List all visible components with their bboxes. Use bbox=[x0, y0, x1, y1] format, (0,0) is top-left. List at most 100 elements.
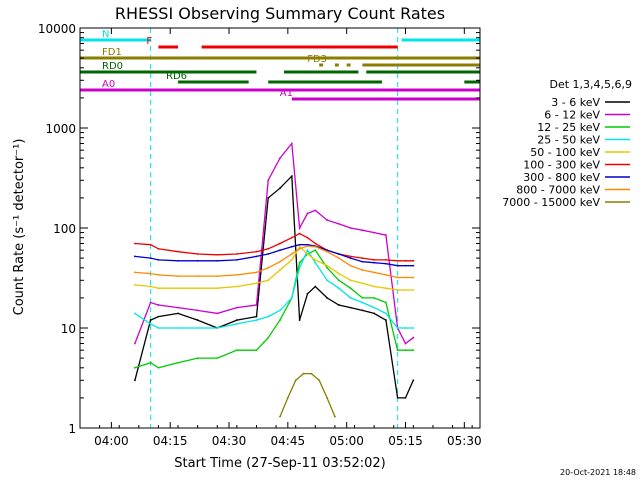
series-line-7 bbox=[134, 245, 414, 279]
data-point-4-16 bbox=[349, 279, 352, 282]
data-point-7-6 bbox=[235, 273, 238, 276]
data-point-2-2 bbox=[157, 366, 160, 369]
data-point-7-7 bbox=[255, 271, 258, 274]
data-point-7-8 bbox=[267, 266, 270, 269]
data-point-0-17 bbox=[361, 309, 364, 312]
legend-title: Det 1,3,4,5,6,9 bbox=[549, 78, 632, 91]
data-point-7-2 bbox=[157, 273, 160, 276]
data-point-5-0 bbox=[134, 242, 136, 245]
data-point-7-21 bbox=[404, 276, 407, 279]
data-point-3-2 bbox=[157, 327, 160, 329]
data-point-5-10 bbox=[290, 236, 293, 239]
data-point-3-20 bbox=[396, 327, 399, 329]
data-point-6-2 bbox=[157, 258, 160, 261]
data-point-4-7 bbox=[255, 282, 258, 285]
data-point-3-0 bbox=[134, 312, 136, 315]
data-point-3-18 bbox=[373, 306, 376, 309]
data-point-8-1 bbox=[286, 396, 289, 399]
legend-label-2: 12 - 25 keV bbox=[537, 121, 600, 134]
data-point-0-12 bbox=[306, 292, 309, 295]
data-point-3-17 bbox=[361, 301, 364, 304]
data-point-6-9 bbox=[279, 249, 281, 252]
data-point-4-13 bbox=[314, 258, 317, 261]
data-point-7-4 bbox=[196, 275, 199, 278]
data-point-6-10 bbox=[290, 245, 293, 248]
data-point-0-14 bbox=[326, 296, 328, 299]
y-tick-label-4: 10000 bbox=[38, 22, 76, 36]
data-point-0-22 bbox=[412, 379, 415, 382]
data-point-6-0 bbox=[134, 255, 136, 258]
data-point-2-6 bbox=[235, 349, 238, 352]
data-point-1-12 bbox=[306, 212, 309, 215]
legend-label-1: 6 - 12 keV bbox=[544, 109, 600, 122]
data-point-0-2 bbox=[157, 315, 160, 318]
data-point-2-16 bbox=[349, 287, 352, 290]
data-point-6-14 bbox=[326, 249, 328, 252]
data-point-3-10 bbox=[290, 296, 293, 299]
data-point-1-17 bbox=[361, 229, 364, 232]
flag-label-FD3: FD3 bbox=[307, 54, 327, 65]
plot-frame bbox=[79, 27, 481, 429]
data-point-6-3 bbox=[177, 259, 179, 262]
data-point-1-8 bbox=[267, 179, 270, 182]
data-point-1-10 bbox=[290, 142, 293, 145]
data-point-1-22 bbox=[412, 336, 415, 339]
data-point-4-18 bbox=[373, 285, 376, 288]
data-point-1-18 bbox=[373, 231, 376, 234]
data-point-0-11 bbox=[298, 319, 301, 321]
data-point-3-15 bbox=[337, 287, 340, 290]
data-point-2-13 bbox=[314, 249, 317, 252]
data-point-5-22 bbox=[412, 259, 415, 262]
data-point-0-20 bbox=[396, 396, 399, 399]
data-point-6-19 bbox=[384, 262, 387, 265]
data-point-3-3 bbox=[177, 327, 179, 329]
data-point-2-14 bbox=[326, 266, 328, 269]
data-point-4-15 bbox=[337, 272, 340, 275]
data-point-2-15 bbox=[337, 279, 340, 282]
data-point-0-18 bbox=[373, 312, 376, 315]
legend-label-7: 800 - 7000 keV bbox=[516, 184, 600, 197]
data-point-6-16 bbox=[349, 257, 352, 260]
x-tick-label-6: 05:30 bbox=[447, 434, 482, 448]
legend-label-4: 50 - 100 keV bbox=[530, 146, 600, 159]
data-point-0-13 bbox=[314, 285, 317, 288]
chart-title: RHESSI Observing Summary Count Rates bbox=[115, 4, 445, 23]
data-point-5-18 bbox=[373, 258, 376, 261]
data-point-1-4 bbox=[196, 309, 199, 312]
x-axis-label: Start Time (27-Sep-11 03:52:02) bbox=[174, 456, 385, 471]
data-point-7-17 bbox=[361, 269, 364, 271]
data-point-1-15 bbox=[337, 222, 340, 225]
data-point-3-12 bbox=[306, 249, 309, 252]
x-tick-label-5: 05:15 bbox=[388, 434, 423, 448]
data-point-4-20 bbox=[396, 289, 399, 291]
data-point-1-0 bbox=[134, 342, 136, 345]
data-point-1-16 bbox=[349, 227, 352, 229]
data-point-2-3 bbox=[177, 361, 179, 364]
data-point-1-6 bbox=[235, 306, 238, 309]
data-point-5-5 bbox=[216, 253, 219, 256]
data-point-6-11 bbox=[298, 243, 301, 246]
x-tick-label-2: 04:30 bbox=[212, 434, 247, 448]
data-point-8-4 bbox=[310, 372, 313, 375]
axis-ticks: 04:00 04:15 04:30 04:45 05:00 05:15 05:30 1 10 10… bbox=[38, 22, 482, 448]
data-point-5-6 bbox=[235, 253, 238, 255]
data-point-6-20 bbox=[396, 264, 399, 267]
data-point-6-1 bbox=[149, 257, 152, 260]
data-point-7-9 bbox=[279, 260, 281, 263]
data-point-7-14 bbox=[326, 250, 328, 253]
y-tick-label-0: 1 bbox=[68, 422, 76, 436]
data-point-8-3 bbox=[302, 372, 305, 375]
flag-label-A1: A1 bbox=[280, 88, 293, 99]
plot-area: N F FD1 FD3 RD0 RD6 A0 A1 bbox=[80, 28, 480, 428]
data-point-3-5 bbox=[216, 327, 219, 329]
flag-label-N: N bbox=[102, 29, 109, 40]
data-point-5-1 bbox=[149, 243, 152, 246]
data-point-3-16 bbox=[349, 296, 352, 299]
series-line-6 bbox=[134, 244, 414, 267]
data-point-1-5 bbox=[216, 312, 219, 315]
data-point-6-5 bbox=[216, 259, 219, 262]
data-point-1-21 bbox=[404, 342, 407, 345]
legend-label-0: 3 - 6 keV bbox=[551, 96, 600, 109]
data-point-4-22 bbox=[412, 289, 415, 291]
